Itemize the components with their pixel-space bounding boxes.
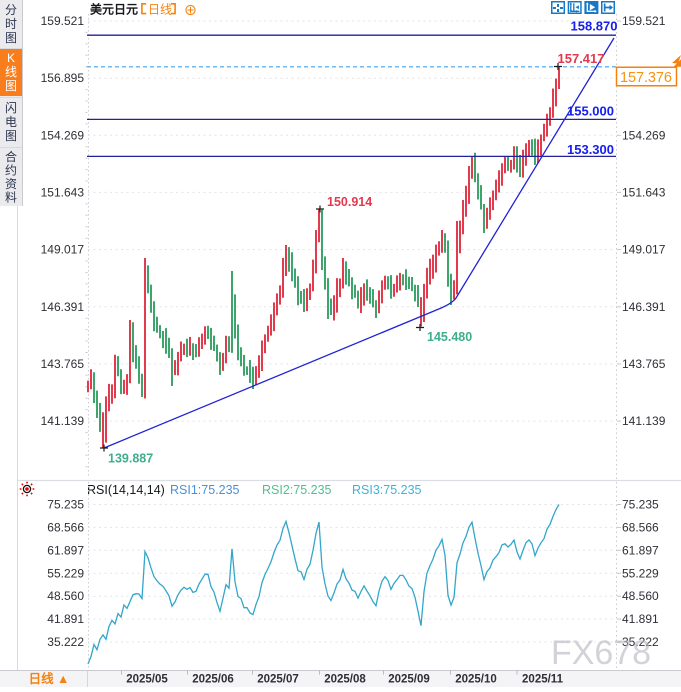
- svg-text:55.229: 55.229: [622, 566, 659, 580]
- svg-text:154.269: 154.269: [41, 128, 85, 142]
- svg-text:146.391: 146.391: [622, 300, 666, 314]
- svg-text:时: 时: [5, 17, 17, 31]
- svg-text:2025/06: 2025/06: [192, 674, 234, 686]
- svg-text:155.000: 155.000: [567, 104, 614, 119]
- svg-text:151.643: 151.643: [622, 185, 666, 199]
- svg-text:68.566: 68.566: [622, 520, 659, 534]
- svg-text:149.017: 149.017: [622, 243, 666, 257]
- svg-text:FX678: FX678: [551, 634, 651, 672]
- svg-text:分: 分: [5, 3, 17, 17]
- svg-text:RSI2:75.235: RSI2:75.235: [262, 483, 332, 497]
- svg-text:K: K: [7, 51, 15, 65]
- svg-text:75.235: 75.235: [47, 498, 84, 512]
- svg-text:141.139: 141.139: [622, 414, 666, 428]
- svg-text:线: 线: [5, 65, 17, 79]
- svg-text:RSI(14,14,14): RSI(14,14,14): [87, 483, 165, 497]
- svg-text:41.891: 41.891: [622, 612, 659, 626]
- svg-text:150.914: 150.914: [327, 195, 372, 209]
- svg-text:RSI3:75.235: RSI3:75.235: [352, 483, 422, 497]
- svg-text:151.643: 151.643: [41, 185, 85, 199]
- svg-text:154.269: 154.269: [622, 128, 666, 142]
- svg-text:68.566: 68.566: [47, 520, 84, 534]
- svg-text:图: 图: [5, 31, 17, 45]
- svg-text:日线 ▲: 日线 ▲: [29, 671, 70, 686]
- svg-text:闪: 闪: [5, 101, 17, 115]
- svg-text:35.222: 35.222: [47, 635, 84, 649]
- svg-text:资: 资: [5, 177, 17, 191]
- svg-text:146.391: 146.391: [41, 300, 85, 314]
- svg-text:2025/10: 2025/10: [455, 674, 497, 686]
- svg-text:159.521: 159.521: [41, 14, 85, 28]
- svg-text:75.235: 75.235: [622, 498, 659, 512]
- svg-text:电: 电: [5, 115, 17, 129]
- svg-text:2025/09: 2025/09: [388, 674, 430, 686]
- svg-text:2025/07: 2025/07: [257, 674, 299, 686]
- svg-text:美元日元: 美元日元: [90, 2, 138, 17]
- svg-text:2025/05: 2025/05: [126, 674, 168, 686]
- svg-text:145.480: 145.480: [427, 330, 472, 344]
- svg-text:143.765: 143.765: [622, 357, 666, 371]
- svg-text:149.017: 149.017: [41, 243, 85, 257]
- svg-text:35.222: 35.222: [622, 635, 659, 649]
- svg-text:141.139: 141.139: [41, 414, 85, 428]
- svg-text:153.300: 153.300: [567, 142, 614, 157]
- svg-text:合: 合: [5, 149, 17, 164]
- svg-text:55.229: 55.229: [47, 566, 84, 580]
- svg-text:2025/11: 2025/11: [522, 674, 564, 686]
- svg-text:159.521: 159.521: [622, 14, 666, 28]
- svg-text:图: 图: [5, 79, 17, 93]
- svg-text:157.417: 157.417: [558, 51, 605, 66]
- svg-text:41.891: 41.891: [47, 612, 84, 626]
- svg-text:61.897: 61.897: [47, 543, 84, 557]
- svg-text:48.560: 48.560: [47, 589, 84, 603]
- svg-text:143.765: 143.765: [41, 357, 85, 371]
- svg-text:图: 图: [5, 129, 17, 143]
- svg-text:2025/08: 2025/08: [324, 674, 366, 686]
- svg-text:157.376: 157.376: [620, 70, 672, 86]
- svg-text:48.560: 48.560: [622, 589, 659, 603]
- svg-text:61.897: 61.897: [622, 543, 659, 557]
- svg-text:日线: 日线: [148, 3, 172, 17]
- svg-text:158.870: 158.870: [571, 19, 618, 34]
- svg-text:料: 料: [5, 191, 17, 205]
- svg-text:约: 约: [5, 163, 17, 178]
- svg-text:RSI1:75.235: RSI1:75.235: [170, 483, 240, 497]
- svg-text:156.895: 156.895: [41, 71, 85, 85]
- svg-text:139.887: 139.887: [108, 452, 153, 466]
